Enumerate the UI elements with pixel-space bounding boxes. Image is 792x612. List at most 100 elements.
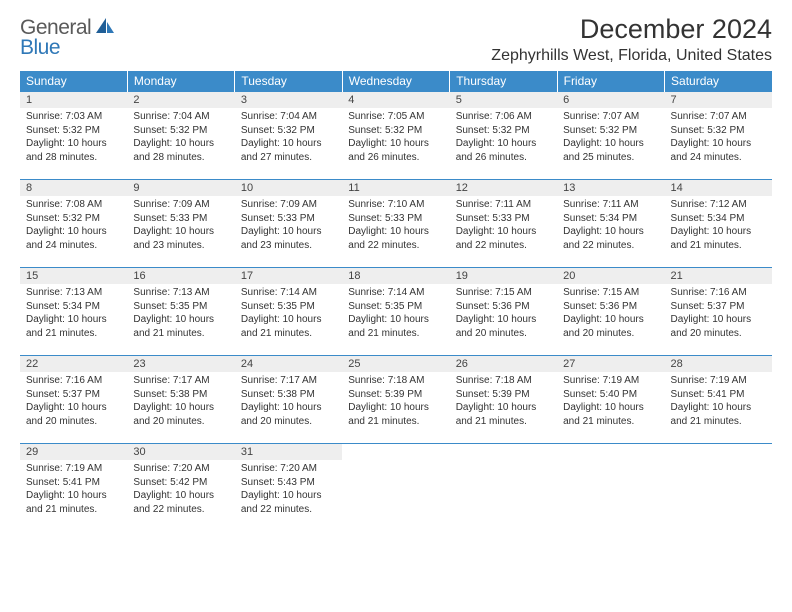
calendar-body: 1Sunrise: 7:03 AMSunset: 5:32 PMDaylight… xyxy=(20,92,772,532)
location: Zephyrhills West, Florida, United States xyxy=(491,47,772,65)
calendar-cell: 3Sunrise: 7:04 AMSunset: 5:32 PMDaylight… xyxy=(235,92,342,180)
calendar-cell: 22Sunrise: 7:16 AMSunset: 5:37 PMDayligh… xyxy=(20,356,127,444)
day-content: Sunrise: 7:09 AMSunset: 5:33 PMDaylight:… xyxy=(127,196,234,256)
calendar-cell: 21Sunrise: 7:16 AMSunset: 5:37 PMDayligh… xyxy=(665,268,772,356)
logo-blue-row: Blue xyxy=(20,36,60,60)
day-number: 20 xyxy=(557,268,664,284)
weekday-header: Thursday xyxy=(450,71,557,92)
day-content: Sunrise: 7:11 AMSunset: 5:33 PMDaylight:… xyxy=(450,196,557,256)
day-content: Sunrise: 7:18 AMSunset: 5:39 PMDaylight:… xyxy=(450,372,557,432)
day-number: 1 xyxy=(20,92,127,108)
day-content: Sunrise: 7:18 AMSunset: 5:39 PMDaylight:… xyxy=(342,372,449,432)
calendar-cell: 6Sunrise: 7:07 AMSunset: 5:32 PMDaylight… xyxy=(557,92,664,180)
calendar-cell: 12Sunrise: 7:11 AMSunset: 5:33 PMDayligh… xyxy=(450,180,557,268)
calendar-cell xyxy=(557,444,664,532)
calendar-cell: 19Sunrise: 7:15 AMSunset: 5:36 PMDayligh… xyxy=(450,268,557,356)
calendar-cell: 31Sunrise: 7:20 AMSunset: 5:43 PMDayligh… xyxy=(235,444,342,532)
calendar-cell: 7Sunrise: 7:07 AMSunset: 5:32 PMDaylight… xyxy=(665,92,772,180)
weekday-header: Tuesday xyxy=(235,71,342,92)
day-content: Sunrise: 7:07 AMSunset: 5:32 PMDaylight:… xyxy=(557,108,664,168)
day-number: 10 xyxy=(235,180,342,196)
calendar-cell: 10Sunrise: 7:09 AMSunset: 5:33 PMDayligh… xyxy=(235,180,342,268)
calendar-cell: 26Sunrise: 7:18 AMSunset: 5:39 PMDayligh… xyxy=(450,356,557,444)
calendar-cell: 25Sunrise: 7:18 AMSunset: 5:39 PMDayligh… xyxy=(342,356,449,444)
weekday-header: Monday xyxy=(127,71,234,92)
day-number: 28 xyxy=(665,356,772,372)
day-content: Sunrise: 7:17 AMSunset: 5:38 PMDaylight:… xyxy=(235,372,342,432)
calendar-cell: 1Sunrise: 7:03 AMSunset: 5:32 PMDaylight… xyxy=(20,92,127,180)
weekday-header: Wednesday xyxy=(342,71,449,92)
calendar-cell: 27Sunrise: 7:19 AMSunset: 5:40 PMDayligh… xyxy=(557,356,664,444)
logo-sail-icon xyxy=(95,17,115,40)
day-number: 21 xyxy=(665,268,772,284)
day-number: 22 xyxy=(20,356,127,372)
calendar-cell: 13Sunrise: 7:11 AMSunset: 5:34 PMDayligh… xyxy=(557,180,664,268)
weekday-header: Friday xyxy=(557,71,664,92)
day-number: 12 xyxy=(450,180,557,196)
day-number: 11 xyxy=(342,180,449,196)
calendar-cell xyxy=(342,444,449,532)
day-content: Sunrise: 7:04 AMSunset: 5:32 PMDaylight:… xyxy=(235,108,342,168)
day-content: Sunrise: 7:03 AMSunset: 5:32 PMDaylight:… xyxy=(20,108,127,168)
calendar-cell: 2Sunrise: 7:04 AMSunset: 5:32 PMDaylight… xyxy=(127,92,234,180)
day-number: 25 xyxy=(342,356,449,372)
day-content: Sunrise: 7:13 AMSunset: 5:35 PMDaylight:… xyxy=(127,284,234,344)
day-content: Sunrise: 7:16 AMSunset: 5:37 PMDaylight:… xyxy=(665,284,772,344)
calendar-cell: 28Sunrise: 7:19 AMSunset: 5:41 PMDayligh… xyxy=(665,356,772,444)
calendar-cell: 18Sunrise: 7:14 AMSunset: 5:35 PMDayligh… xyxy=(342,268,449,356)
calendar-cell: 23Sunrise: 7:17 AMSunset: 5:38 PMDayligh… xyxy=(127,356,234,444)
calendar-cell: 11Sunrise: 7:10 AMSunset: 5:33 PMDayligh… xyxy=(342,180,449,268)
day-content: Sunrise: 7:08 AMSunset: 5:32 PMDaylight:… xyxy=(20,196,127,256)
day-number: 3 xyxy=(235,92,342,108)
day-content: Sunrise: 7:11 AMSunset: 5:34 PMDaylight:… xyxy=(557,196,664,256)
day-content: Sunrise: 7:20 AMSunset: 5:43 PMDaylight:… xyxy=(235,460,342,520)
day-number: 30 xyxy=(127,444,234,460)
calendar-cell: 5Sunrise: 7:06 AMSunset: 5:32 PMDaylight… xyxy=(450,92,557,180)
day-content: Sunrise: 7:15 AMSunset: 5:36 PMDaylight:… xyxy=(557,284,664,344)
calendar-cell: 14Sunrise: 7:12 AMSunset: 5:34 PMDayligh… xyxy=(665,180,772,268)
day-content: Sunrise: 7:16 AMSunset: 5:37 PMDaylight:… xyxy=(20,372,127,432)
day-number: 13 xyxy=(557,180,664,196)
calendar-cell: 16Sunrise: 7:13 AMSunset: 5:35 PMDayligh… xyxy=(127,268,234,356)
day-content: Sunrise: 7:14 AMSunset: 5:35 PMDaylight:… xyxy=(235,284,342,344)
calendar-cell: 9Sunrise: 7:09 AMSunset: 5:33 PMDaylight… xyxy=(127,180,234,268)
day-number: 24 xyxy=(235,356,342,372)
calendar-row: 22Sunrise: 7:16 AMSunset: 5:37 PMDayligh… xyxy=(20,356,772,444)
day-number: 2 xyxy=(127,92,234,108)
calendar-cell: 20Sunrise: 7:15 AMSunset: 5:36 PMDayligh… xyxy=(557,268,664,356)
day-content: Sunrise: 7:13 AMSunset: 5:34 PMDaylight:… xyxy=(20,284,127,344)
calendar-row: 29Sunrise: 7:19 AMSunset: 5:41 PMDayligh… xyxy=(20,444,772,532)
calendar-cell: 24Sunrise: 7:17 AMSunset: 5:38 PMDayligh… xyxy=(235,356,342,444)
day-content: Sunrise: 7:17 AMSunset: 5:38 PMDaylight:… xyxy=(127,372,234,432)
day-content: Sunrise: 7:19 AMSunset: 5:41 PMDaylight:… xyxy=(665,372,772,432)
day-number: 27 xyxy=(557,356,664,372)
calendar-cell: 17Sunrise: 7:14 AMSunset: 5:35 PMDayligh… xyxy=(235,268,342,356)
calendar-row: 1Sunrise: 7:03 AMSunset: 5:32 PMDaylight… xyxy=(20,92,772,180)
day-number: 18 xyxy=(342,268,449,284)
day-content: Sunrise: 7:19 AMSunset: 5:40 PMDaylight:… xyxy=(557,372,664,432)
calendar-cell: 8Sunrise: 7:08 AMSunset: 5:32 PMDaylight… xyxy=(20,180,127,268)
logo-text-blue: Blue xyxy=(20,36,60,59)
title-block: December 2024 Zephyrhills West, Florida,… xyxy=(491,14,772,65)
day-content: Sunrise: 7:09 AMSunset: 5:33 PMDaylight:… xyxy=(235,196,342,256)
weekday-header: Saturday xyxy=(665,71,772,92)
day-number: 4 xyxy=(342,92,449,108)
header: General December 2024 Zephyrhills West, … xyxy=(20,14,772,65)
day-number: 23 xyxy=(127,356,234,372)
day-number: 5 xyxy=(450,92,557,108)
day-number: 8 xyxy=(20,180,127,196)
calendar-cell: 15Sunrise: 7:13 AMSunset: 5:34 PMDayligh… xyxy=(20,268,127,356)
calendar-header-row: SundayMondayTuesdayWednesdayThursdayFrid… xyxy=(20,71,772,92)
day-content: Sunrise: 7:04 AMSunset: 5:32 PMDaylight:… xyxy=(127,108,234,168)
calendar-row: 15Sunrise: 7:13 AMSunset: 5:34 PMDayligh… xyxy=(20,268,772,356)
day-number: 31 xyxy=(235,444,342,460)
day-number: 19 xyxy=(450,268,557,284)
calendar-cell: 30Sunrise: 7:20 AMSunset: 5:42 PMDayligh… xyxy=(127,444,234,532)
weekday-header: Sunday xyxy=(20,71,127,92)
day-number: 26 xyxy=(450,356,557,372)
calendar-row: 8Sunrise: 7:08 AMSunset: 5:32 PMDaylight… xyxy=(20,180,772,268)
day-number: 14 xyxy=(665,180,772,196)
calendar-cell xyxy=(450,444,557,532)
day-content: Sunrise: 7:12 AMSunset: 5:34 PMDaylight:… xyxy=(665,196,772,256)
day-number: 9 xyxy=(127,180,234,196)
